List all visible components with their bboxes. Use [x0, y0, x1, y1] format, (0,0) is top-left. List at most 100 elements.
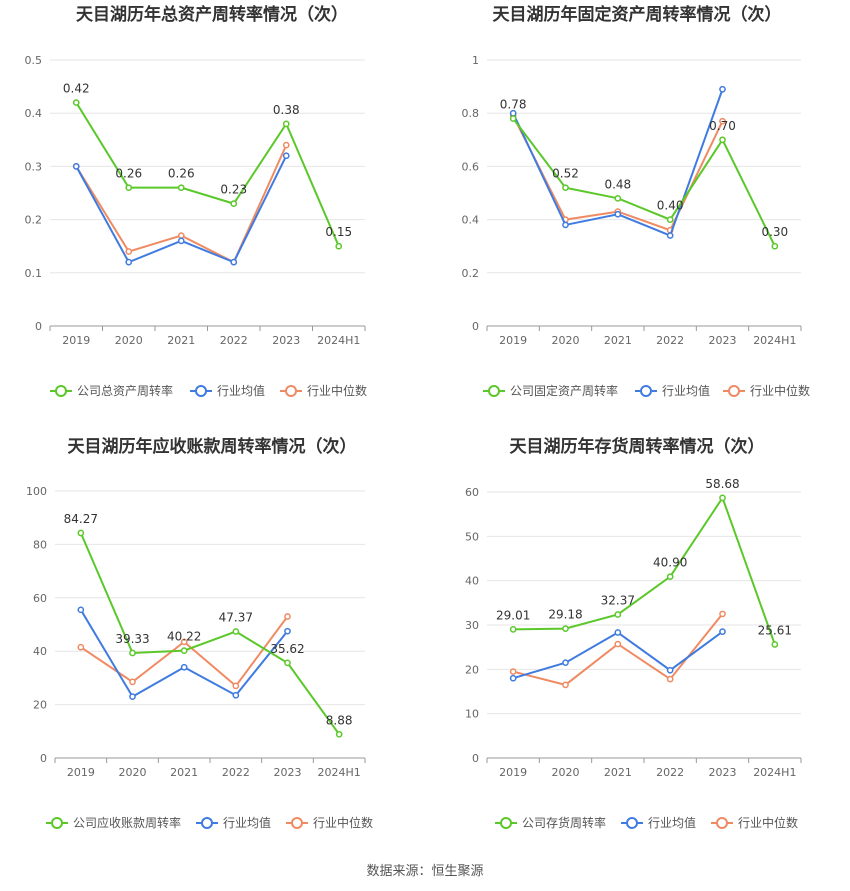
chart-title: 天目湖历年存货周转率情况（次）	[510, 436, 765, 457]
legend-swatch-marker	[500, 817, 512, 829]
series-line	[79, 532, 340, 735]
x-tick-label: 2021	[604, 334, 632, 347]
data-point	[719, 610, 726, 618]
y-tick-label: 0	[472, 320, 479, 333]
data-point	[562, 221, 569, 229]
data-point	[719, 494, 726, 502]
y-tick-label: 0	[40, 752, 47, 765]
inventory-turnover-chart: 天目湖历年存货周转率情况（次） 0 10 20 30 40 50 60 2019 2020 2021…	[465, 436, 802, 830]
receivables-turnover-chart: 天目湖历年应收账款周转率情况（次） 0 20 40 60 80 100 2019 2020 202…	[26, 436, 373, 830]
data-point	[129, 649, 136, 657]
y-tick-label: 0	[35, 320, 42, 333]
chart-title: 天目湖历年总资产周转率情况（次）	[76, 4, 348, 25]
x-tick-label: 2022	[656, 334, 684, 347]
data-point	[335, 730, 343, 738]
data-point	[72, 163, 80, 170]
legend-swatch-marker	[55, 385, 67, 397]
data-label: 0.48	[604, 177, 631, 191]
data-point	[719, 136, 726, 144]
legend-label: 公司固定资产周转率	[510, 383, 618, 398]
data-point	[77, 643, 85, 651]
data-point	[77, 606, 85, 614]
data-point	[232, 682, 240, 690]
y-tick-label: 1	[472, 54, 479, 67]
y-tick-label: 80	[33, 538, 47, 551]
data-point	[771, 242, 779, 250]
data-point	[666, 232, 674, 239]
data-point	[125, 248, 133, 255]
x-tick-label: 2023	[709, 334, 737, 347]
y-tick-label: 0.5	[25, 54, 43, 67]
legend-swatch-marker	[728, 385, 740, 397]
data-label: 0.42	[63, 82, 90, 96]
series-line	[75, 144, 288, 264]
y-tick-label: 0.6	[462, 160, 480, 173]
data-label: 40.22	[167, 630, 201, 644]
legend-label: 行业均值	[223, 815, 271, 830]
x-tick-label: 2019	[62, 334, 90, 347]
data-point	[614, 629, 622, 636]
x-tick-label: 2022	[222, 766, 250, 779]
data-label: 29.18	[548, 608, 582, 622]
data-point	[232, 691, 240, 699]
x-tick-label: 2020	[119, 766, 147, 779]
data-point	[180, 638, 188, 646]
x-tick-label: 2023	[274, 766, 302, 779]
series-line	[512, 630, 724, 680]
data-point	[177, 184, 185, 192]
data-label: 47.37	[219, 611, 253, 625]
data-label: 32.37	[601, 593, 635, 607]
x-tick-label: 2019	[67, 766, 95, 779]
data-point	[72, 99, 80, 106]
x-tick-label: 2022	[656, 766, 684, 779]
data-label: 0.15	[325, 225, 352, 239]
legend-label: 行业均值	[217, 383, 265, 398]
data-label: 35.62	[270, 642, 304, 656]
y-tick-label: 0.4	[462, 214, 480, 227]
x-tick-label: 2019	[499, 334, 527, 347]
y-tick-label: 20	[33, 699, 47, 712]
data-point	[719, 628, 726, 635]
data-point	[666, 573, 674, 581]
data-point	[284, 613, 291, 620]
data-point	[177, 237, 185, 245]
y-tick-label: 50	[465, 530, 479, 543]
legend-label: 行业中位数	[738, 815, 798, 830]
y-tick-label: 20	[465, 663, 479, 676]
data-point	[129, 693, 136, 700]
data-label: 25.61	[758, 623, 792, 637]
y-tick-label: 0.8	[462, 107, 480, 120]
y-tick-label: 100	[26, 485, 47, 498]
data-point	[614, 611, 622, 618]
data-label: 0.52	[552, 167, 579, 181]
legend-swatch-marker	[201, 817, 213, 829]
x-tick-label: 2020	[552, 334, 580, 347]
data-label: 0.78	[500, 98, 527, 112]
data-label: 58.68	[705, 477, 739, 491]
x-tick-label: 2021	[167, 334, 195, 347]
source-note: 数据来源：恒生聚源	[366, 864, 484, 879]
data-label: 0.26	[168, 167, 195, 181]
data-point	[125, 258, 133, 266]
legend-swatch-marker	[195, 385, 207, 397]
legend-label: 公司应收账款周转率	[73, 815, 181, 830]
y-tick-label: 10	[465, 708, 479, 721]
legend-label: 行业均值	[648, 815, 696, 830]
data-point	[509, 668, 517, 675]
data-point	[509, 626, 517, 633]
legend-swatch-marker	[640, 385, 652, 397]
data-point	[562, 681, 569, 689]
data-point	[282, 152, 290, 160]
data-point	[614, 210, 622, 218]
x-tick-label: 2024H1	[318, 766, 361, 779]
y-tick-label: 60	[465, 486, 479, 499]
legend-swatch-marker	[51, 817, 63, 829]
data-point	[284, 659, 291, 667]
legend-label: 公司总资产周转率	[77, 383, 173, 398]
y-tick-label: 60	[33, 592, 47, 605]
total-asset-turnover-chart: 天目湖历年总资产周转率情况（次） 0 0.1 0.2 0.3 0.4 0.5 2019 2020…	[25, 4, 368, 398]
data-label: 0.38	[273, 103, 300, 117]
legend-label: 公司存货周转率	[522, 815, 606, 830]
y-tick-label: 0.4	[25, 107, 43, 120]
legend-label: 行业中位数	[750, 383, 810, 398]
